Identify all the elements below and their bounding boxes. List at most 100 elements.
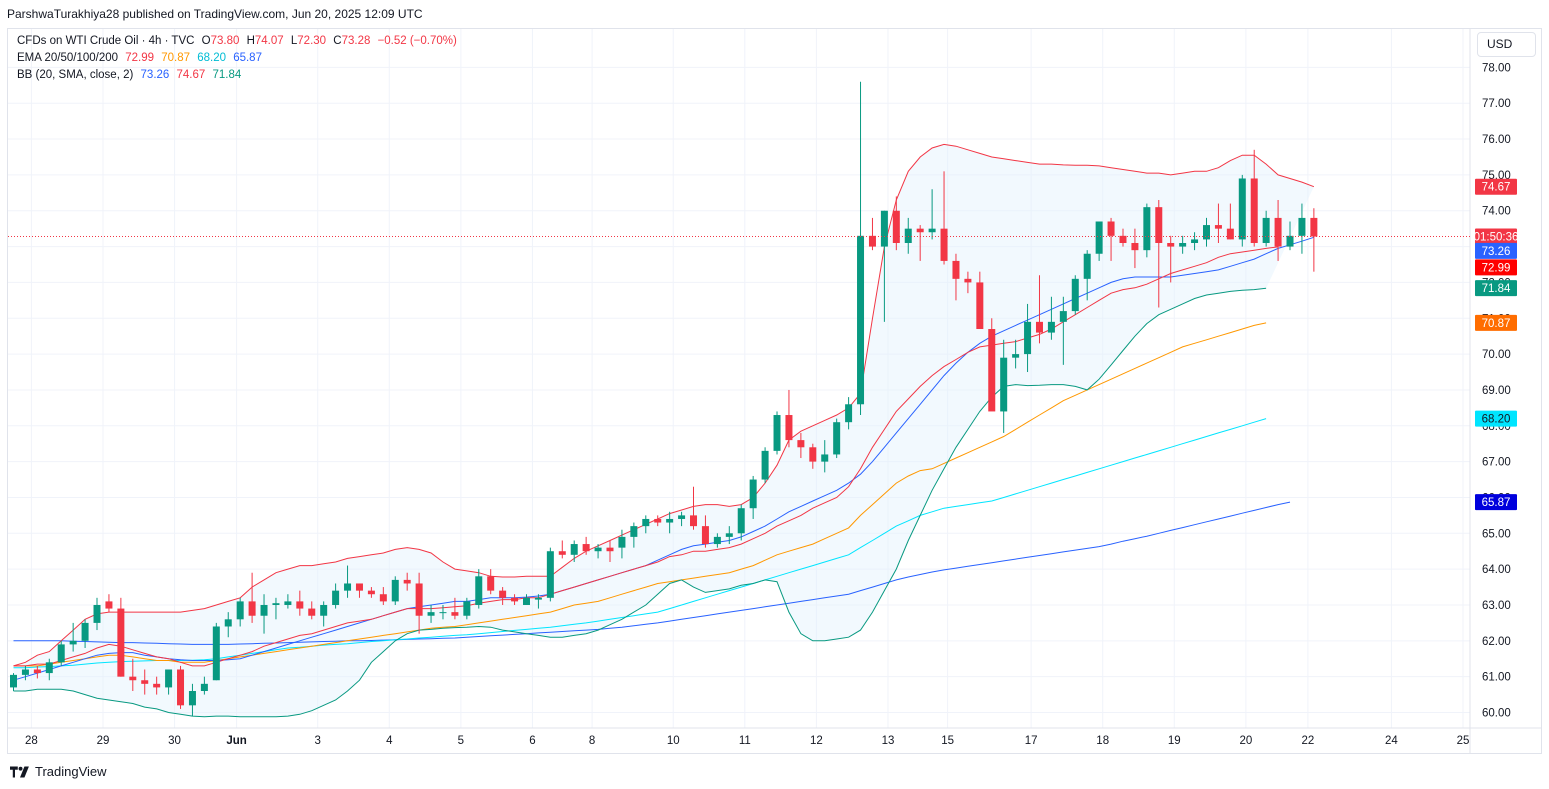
- candle-body: [749, 479, 757, 509]
- ema-legend[interactable]: EMA 20/50/100/200 72.99 70.87 68.20 65.8…: [17, 52, 266, 64]
- close-value: 73.28: [341, 35, 371, 47]
- candle: [427, 604, 435, 623]
- price-tag-bg: [1475, 259, 1517, 276]
- candle: [785, 389, 793, 448]
- candle-body: [1059, 311, 1067, 322]
- candles: [10, 81, 1318, 717]
- candle: [165, 669, 173, 695]
- candle-body: [833, 422, 841, 455]
- candle-body: [725, 533, 733, 537]
- candle-body: [1107, 221, 1115, 236]
- candle-body: [81, 622, 89, 641]
- candle: [988, 318, 996, 412]
- candle: [224, 612, 232, 638]
- candle: [45, 658, 53, 681]
- candle-body: [1250, 178, 1258, 243]
- candle-body: [45, 662, 53, 674]
- candle: [1310, 208, 1318, 272]
- candle: [379, 587, 387, 605]
- high-value: 74.07: [254, 35, 284, 47]
- time-tick-label: 30: [168, 735, 181, 747]
- candle-body: [129, 676, 137, 681]
- candle-body: [1310, 217, 1318, 237]
- price-tag-bg: [1475, 410, 1517, 427]
- candle-body: [1262, 217, 1270, 243]
- price-tag: 65.87: [1475, 494, 1517, 511]
- price-tick-label: 69.00: [1482, 385, 1511, 397]
- candle-body: [690, 515, 698, 527]
- currency-button[interactable]: USD: [1477, 32, 1536, 57]
- candle-body: [1000, 357, 1008, 412]
- price-tag: 01:50:36: [1474, 228, 1518, 245]
- candle: [773, 411, 781, 455]
- candle: [1250, 149, 1258, 247]
- candle: [475, 569, 483, 609]
- time-tick-label: 20: [1239, 735, 1252, 747]
- candle: [332, 583, 340, 609]
- candle-body: [487, 576, 495, 591]
- candle: [439, 604, 447, 620]
- candle: [952, 253, 960, 301]
- candle: [308, 601, 316, 620]
- ema-label: EMA 20/50/100/200: [17, 52, 119, 64]
- candle-body: [57, 644, 65, 663]
- candle-body: [737, 508, 745, 534]
- candle-body: [272, 603, 280, 605]
- candle-body: [713, 536, 721, 545]
- candle: [546, 547, 554, 602]
- candle: [117, 597, 125, 677]
- time-tick-label: 11: [739, 735, 751, 747]
- time-tick-label: 3: [315, 735, 321, 747]
- candle: [105, 594, 113, 613]
- price-tag-bg: [1475, 494, 1517, 511]
- symbol-name[interactable]: CFDs on WTI Crude Oil · 4h · TVC: [17, 35, 195, 47]
- candle-body: [1047, 321, 1055, 333]
- price-tick-label: 77.00: [1482, 98, 1511, 110]
- candle-body: [988, 329, 996, 412]
- price-tag-label: 72.99: [1482, 262, 1511, 274]
- candle-body: [403, 579, 411, 584]
- time-tick-label: 10: [667, 735, 680, 747]
- candle: [1119, 228, 1127, 247]
- price-tick-label: 60.00: [1482, 708, 1511, 720]
- footer-brand-text: TradingView: [35, 764, 107, 779]
- candle-body: [678, 515, 686, 519]
- time-axis-labels: 28 29 30 Jun 3 4 5 6 8 10 11 12 13 15 17 18 19 20 22 24 25: [25, 735, 1469, 747]
- candle-body: [367, 590, 375, 595]
- ema50-value: 70.87: [161, 52, 190, 64]
- candle: [1083, 250, 1091, 301]
- candle-body: [21, 669, 29, 675]
- candle-body: [618, 536, 626, 548]
- candle: [1167, 235, 1175, 283]
- bb-label: BB (20, SMA, close, 2): [17, 69, 134, 81]
- ema200-value: 65.87: [233, 52, 262, 64]
- candle-body: [1119, 235, 1127, 243]
- time-tick-label: 19: [1168, 735, 1181, 747]
- candle-body: [666, 518, 674, 523]
- candle-body: [499, 590, 507, 598]
- candle: [451, 597, 459, 620]
- candle-body: [1083, 253, 1091, 279]
- candle-body: [534, 597, 542, 600]
- candle-body: [940, 228, 948, 261]
- candle: [749, 475, 757, 519]
- candle-body: [606, 547, 614, 552]
- candle: [69, 622, 77, 652]
- candle: [1214, 203, 1222, 243]
- candle: [487, 569, 495, 595]
- candle-body: [976, 282, 984, 330]
- candle: [594, 544, 602, 559]
- candle: [1047, 296, 1055, 340]
- candle-body: [1131, 242, 1139, 251]
- time-tick-label: 5: [458, 735, 464, 747]
- candle: [1274, 199, 1282, 261]
- price-tag: 73.26: [1475, 242, 1517, 259]
- open-value: 73.80: [210, 35, 240, 47]
- candle: [809, 443, 817, 469]
- price-tag: 70.87: [1475, 314, 1517, 331]
- bb-legend[interactable]: BB (20, SMA, close, 2) 73.26 74.67 71.84: [17, 69, 245, 81]
- price-tick-label: 63.00: [1482, 600, 1511, 612]
- candle: [1179, 235, 1187, 254]
- time-tick-label: 8: [589, 735, 595, 747]
